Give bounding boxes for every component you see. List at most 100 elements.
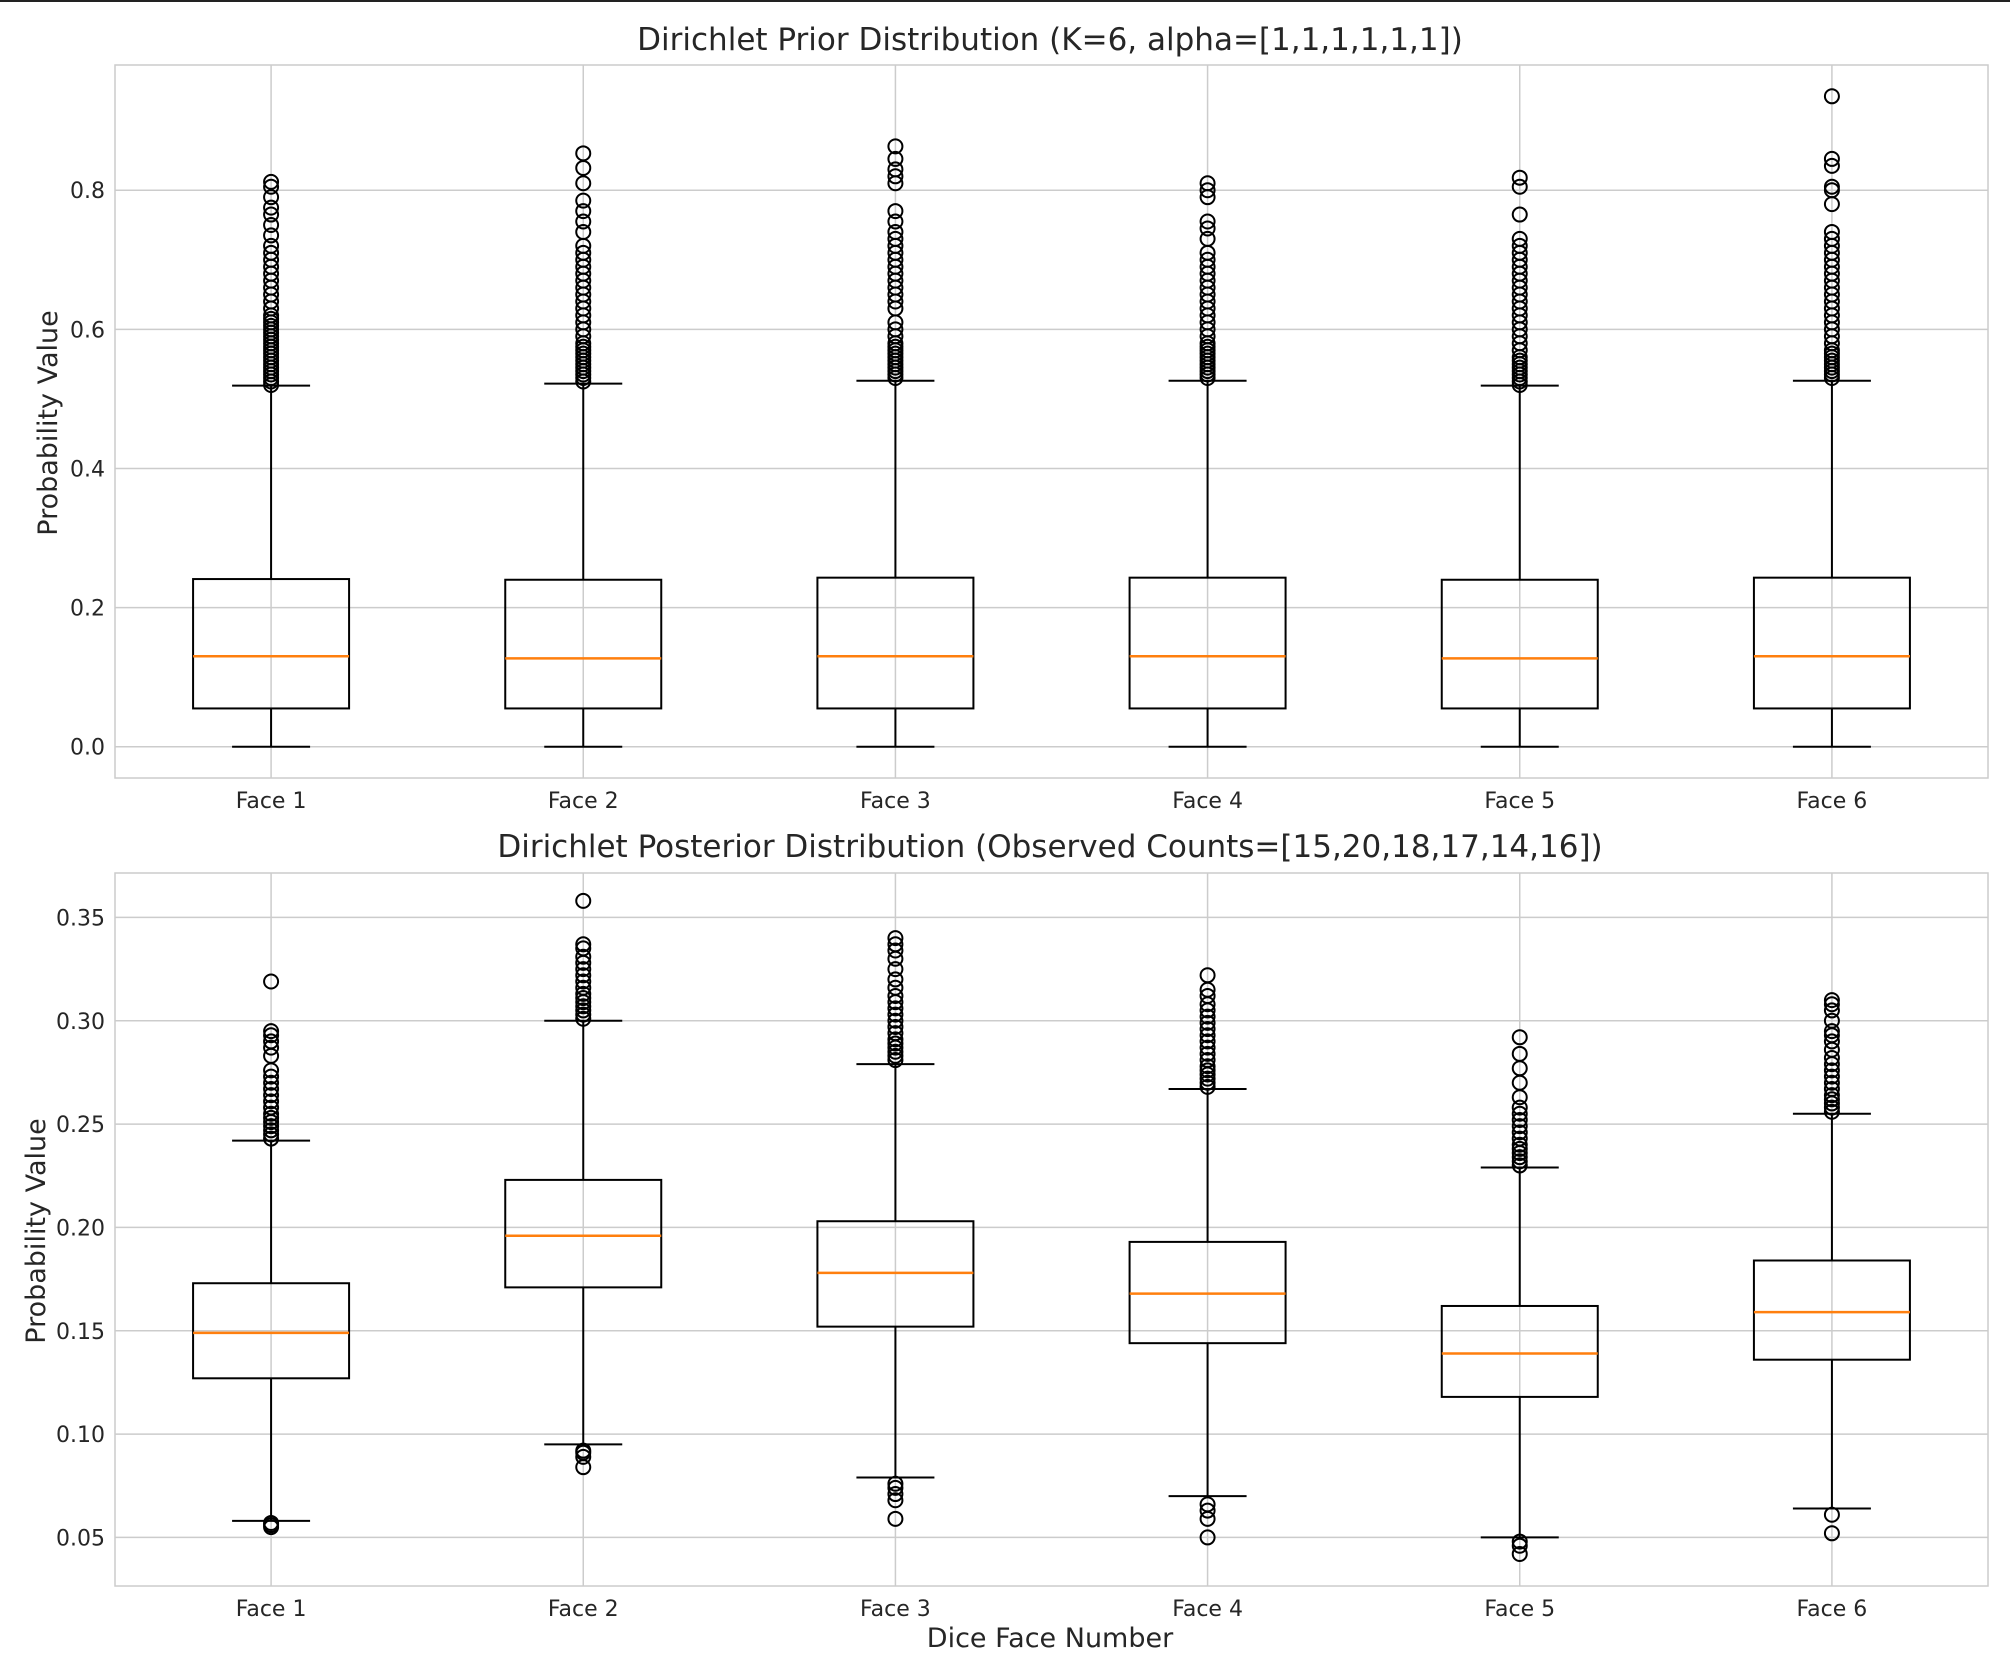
outlier-point [1823,1023,1840,1040]
outlier-point [1511,169,1528,186]
outlier-point [1199,1045,1216,1062]
outlier-point [1511,206,1528,223]
prior-chart-title: Dirichlet Prior Distribution (K=6, alpha… [637,22,1463,58]
outlier-point [1199,1070,1216,1087]
outlier-point [887,138,904,155]
posterior-x-tick-label: Face 1 [236,1597,307,1622]
posterior-x-axis-label: Dice Face Number [927,1623,1174,1654]
outlier-point [887,223,904,240]
outlier-point [1511,1105,1528,1122]
outlier-point [887,1006,904,1023]
posterior-y-tick-label: 0.15 [56,1320,105,1345]
outlier-point [263,216,280,233]
outlier-point [575,145,592,162]
outlier-point [887,1475,904,1492]
outlier-point [887,1052,904,1069]
outlier-point [263,1027,280,1044]
outlier-point [575,1448,592,1465]
posterior-x-tick-label: Face 3 [860,1597,931,1622]
posterior-box-face-5 [1440,1029,1599,1562]
posterior-box-face-6 [1752,992,1911,1542]
outlier-point [575,1010,592,1027]
iqr-box [504,578,663,710]
prior-x-tick-label: Face 5 [1484,789,1555,814]
outlier-point [575,967,592,984]
outlier-point [263,1109,280,1126]
outlier-point [1199,967,1216,984]
outlier-point [1823,88,1840,105]
iqr-box [1128,576,1287,710]
outlier-point [1199,213,1216,230]
outlier-point [1511,1029,1528,1046]
outlier-point [887,1012,904,1029]
iqr-box [1440,1304,1599,1398]
top-border [0,0,2010,2]
outlier-point [575,998,592,1015]
posterior-y-tick-label: 0.30 [56,1010,105,1035]
prior-x-tick-label: Face 3 [860,789,931,814]
outlier-point [887,936,904,953]
outlier-point [1199,175,1216,192]
prior-y-axis-label: Probability Value [33,310,64,535]
outlier-point [1511,1157,1528,1174]
outlier-point [1823,1033,1840,1050]
outlier-point [575,192,592,209]
iqr-box [1752,1259,1911,1361]
outlier-point [1823,1080,1840,1097]
outlier-point [1823,992,1840,1009]
outlier-point [1511,1136,1528,1153]
outlier-point [263,178,280,195]
iqr-box [192,578,351,710]
prior-box-face-5 [1440,169,1599,748]
outlier-point [1511,1545,1528,1562]
iqr-box [816,576,975,710]
outlier-point [887,1492,904,1509]
outlier-point [575,961,592,978]
outlier-point [887,987,904,1004]
outlier-point [887,930,904,947]
outlier-point [1511,178,1528,195]
outlier-point [263,973,280,990]
outlier-point [1199,1529,1216,1546]
iqr-box [504,1178,663,1289]
posterior-y-tick-label: 0.25 [56,1113,105,1138]
outlier-point [575,213,592,230]
outlier-point [1199,1074,1216,1091]
prior-x-tick-label: Face 2 [548,789,619,814]
outlier-point [887,1018,904,1035]
outlier-point [575,1002,592,1019]
outlier-point [575,244,592,261]
outlier-point [1823,1506,1840,1523]
outlier-point [1511,237,1528,254]
outlier-point [1823,1068,1840,1085]
posterior-y-tick-label: 0.05 [56,1526,105,1551]
outlier-point [575,973,592,990]
outlier-point [1199,230,1216,247]
outlier-point [887,971,904,988]
posterior-y-tick-label: 0.35 [56,906,105,931]
outlier-point [575,936,592,953]
outlier-point [887,942,904,959]
posterior-box-face-3 [816,930,975,1527]
posterior-y-tick-label: 0.20 [56,1216,105,1241]
outlier-point [1199,1052,1216,1069]
outlier-point [1823,157,1840,174]
outlier-point [1199,987,1216,1004]
posterior-y-tick-label: 0.10 [56,1423,105,1448]
prior-box-face-3 [816,138,975,748]
outlier-point [1511,1130,1528,1147]
outlier-point [263,173,280,190]
prior-x-tick-label: Face 1 [236,789,307,814]
outlier-point [575,985,592,1002]
outlier-point [263,1093,280,1110]
outlier-point [1511,1045,1528,1062]
prior-box-face-2 [504,145,663,748]
outlier-point [1199,1008,1216,1025]
outlier-point [1823,150,1840,167]
outlier-point [887,1031,904,1048]
outlier-point [263,199,280,216]
outlier-point [575,940,592,957]
outlier-point [887,1479,904,1496]
